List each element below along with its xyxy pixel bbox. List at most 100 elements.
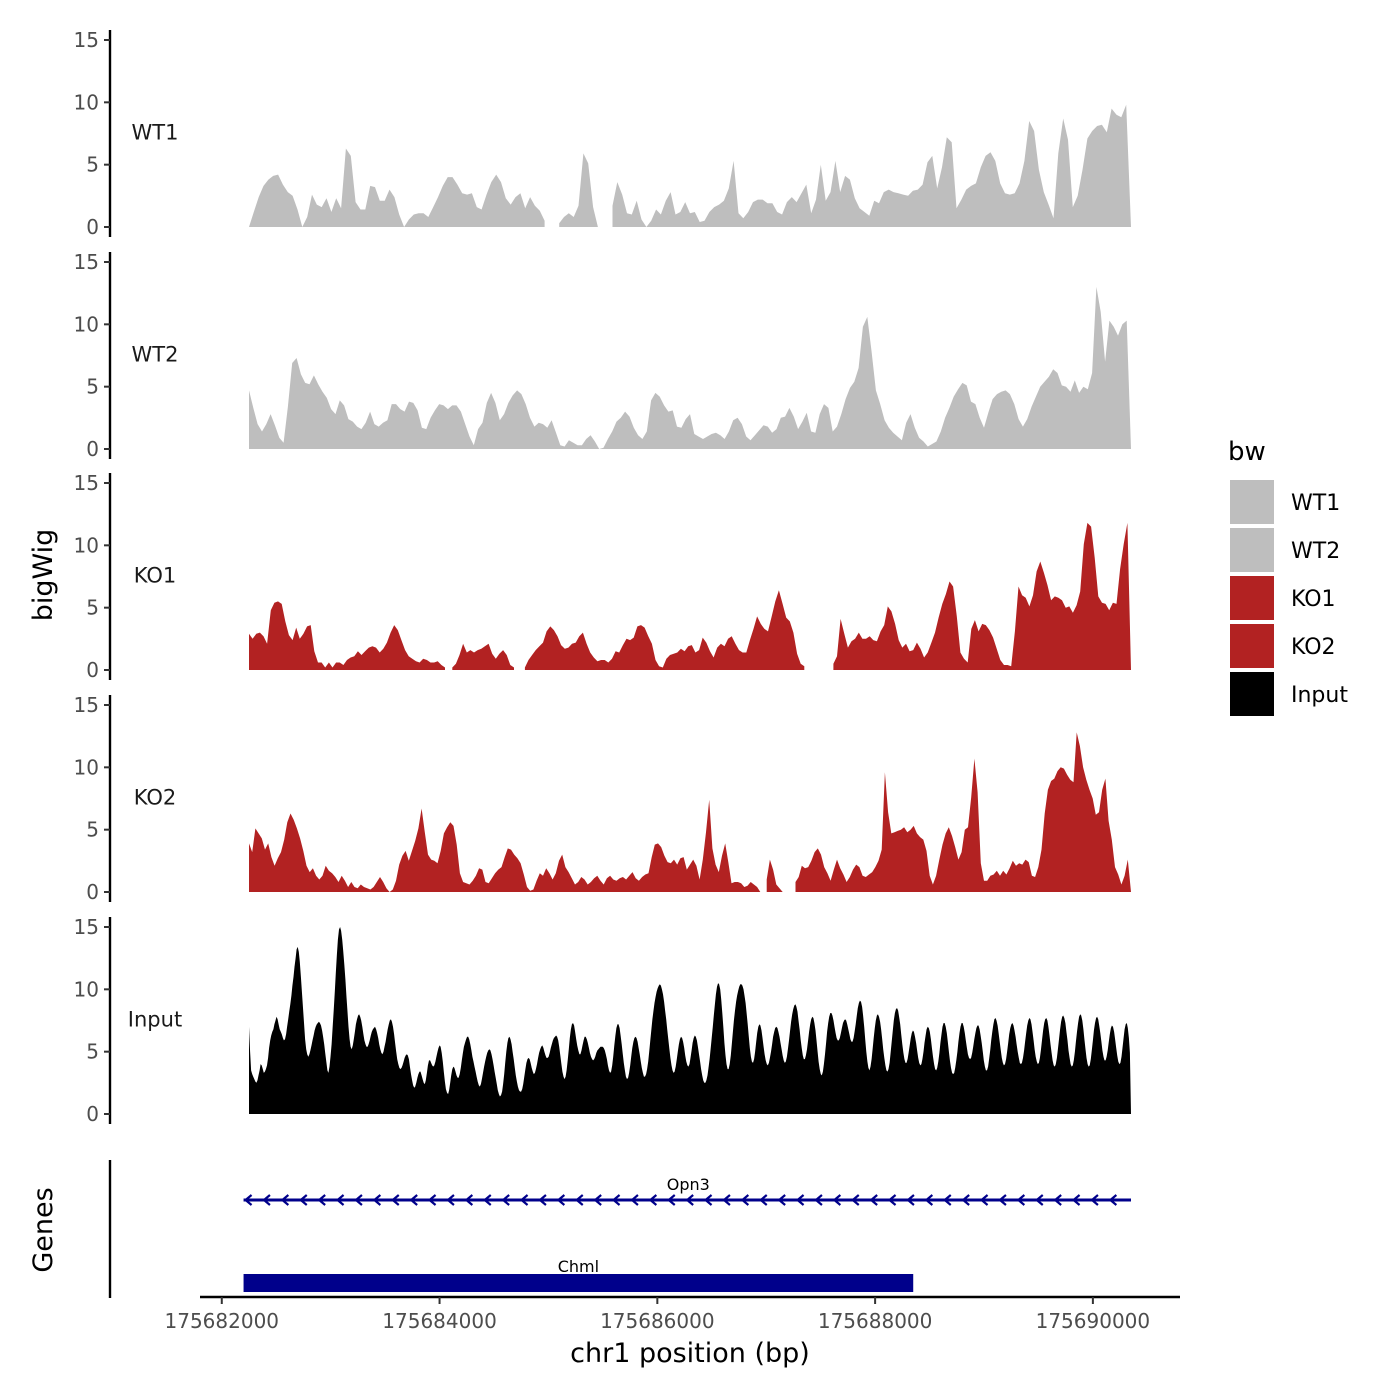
strand-arrow-icon — [593, 1194, 602, 1206]
strand-arrow-icon — [1016, 1194, 1026, 1206]
coverage-area — [249, 148, 545, 227]
track-label: WT2 — [132, 343, 179, 367]
strand-arrow-icon — [759, 1194, 768, 1206]
gene-track: Opn3 Chml — [108, 1160, 1131, 1298]
genes-axis-title: Genes — [28, 1187, 59, 1272]
strand-arrow-icon — [501, 1194, 510, 1206]
strand-arrow-icon — [243, 1194, 253, 1206]
strand-arrow-icon — [740, 1194, 750, 1206]
y-tick-label: 5 — [86, 1040, 99, 1064]
legend-label: Input — [1291, 683, 1348, 708]
track-WT1: 0 5 10 15 WT1 — [74, 28, 1131, 239]
x-axis: 175682000 175684000 175686000 175688000 1756… — [165, 1295, 1180, 1333]
strand-arrow-icon — [538, 1194, 547, 1206]
strand-arrow-icon — [372, 1194, 382, 1206]
y-tick-label: 0 — [86, 1102, 99, 1126]
strand-arrow-icon — [446, 1194, 455, 1206]
strand-arrow-icon — [1071, 1194, 1081, 1206]
strand-arrow-icon — [280, 1194, 290, 1206]
strand-arrow-icon — [262, 1194, 271, 1206]
y-tick-label: 0 — [86, 437, 99, 461]
gene-label: Chml — [558, 1257, 599, 1276]
y-tick-label: 15 — [74, 693, 99, 717]
coverage-area — [249, 799, 761, 892]
strand-arrow-icon — [722, 1194, 731, 1206]
x-tick-label: 175690000 — [1036, 1309, 1151, 1333]
gene-bar — [243, 1274, 914, 1292]
strand-arrow-icon — [299, 1194, 308, 1206]
x-tick-label: 175684000 — [382, 1309, 497, 1333]
legend-swatch — [1230, 528, 1274, 572]
y-tick-label: 5 — [86, 153, 99, 177]
strand-arrow-icon — [317, 1194, 326, 1206]
y-tick-label: 15 — [74, 471, 99, 495]
y-tick-label: 0 — [86, 215, 99, 239]
strand-arrow-icon — [887, 1194, 897, 1206]
strand-arrow-icon — [427, 1194, 437, 1206]
y-tick-label: 0 — [86, 658, 99, 682]
strand-arrow-icon — [777, 1194, 786, 1206]
coverage-area — [766, 859, 783, 892]
legend-label: WT2 — [1291, 539, 1340, 564]
strand-arrow-icon — [556, 1194, 566, 1206]
track-Input: 0 5 10 15 Input — [74, 915, 1131, 1126]
strand-arrow-icon — [1090, 1194, 1099, 1206]
strand-arrow-icon — [611, 1194, 621, 1206]
strand-arrow-icon — [869, 1194, 878, 1206]
strand-arrow-icon — [519, 1194, 529, 1206]
strand-arrow-icon — [667, 1194, 676, 1206]
y-tick-label: 5 — [86, 818, 99, 842]
coverage-area — [249, 601, 445, 670]
y-tick-label: 10 — [74, 977, 99, 1001]
coverage-tracks: 0 5 10 15 WT1 0 5 10 15 WT2 0 5 10 15 KO1 0 5 10 15 KO2 0 5 10… — [74, 28, 1131, 1126]
y-tick-label: 5 — [86, 596, 99, 620]
legend-swatch — [1230, 624, 1274, 668]
strand-arrow-icon — [1053, 1194, 1062, 1206]
x-tick-label: 175688000 — [818, 1309, 933, 1333]
gene-label: Opn3 — [667, 1175, 710, 1194]
strand-arrow-icon — [814, 1194, 823, 1206]
coverage-area — [559, 153, 598, 227]
y-tick-label: 10 — [74, 90, 99, 114]
y-tick-label: 10 — [74, 755, 99, 779]
legend-label: KO2 — [1291, 635, 1336, 660]
strand-arrow-icon — [998, 1194, 1007, 1206]
legend-label: WT1 — [1291, 491, 1340, 516]
coverage-area — [795, 732, 1131, 892]
x-axis-title: chr1 position (bp) — [570, 1338, 810, 1369]
track-KO2: 0 5 10 15 KO2 — [74, 693, 1131, 904]
legend: bw WT1 WT2 KO1 KO2 Input — [1228, 437, 1348, 716]
y-tick-label: 15 — [74, 250, 99, 274]
coverage-area — [612, 104, 1131, 227]
strand-arrow-icon — [1035, 1194, 1044, 1206]
y-tick-label: 15 — [74, 915, 99, 939]
strand-arrow-icon — [483, 1194, 492, 1206]
y-tick-label: 10 — [74, 312, 99, 336]
gene-opn3: Opn3 — [243, 1175, 1131, 1206]
y-tick-label: 10 — [74, 533, 99, 557]
strand-arrow-icon — [354, 1194, 363, 1206]
legend-title: bw — [1228, 437, 1266, 467]
strand-arrow-icon — [795, 1194, 805, 1206]
coverage-area — [249, 286, 1131, 449]
strand-arrow-icon — [575, 1194, 584, 1206]
coverage-area — [452, 643, 514, 670]
legend-swatch — [1230, 480, 1274, 524]
strand-arrow-icon — [832, 1194, 842, 1206]
track-label: KO2 — [134, 786, 177, 810]
y-tick-label: 0 — [86, 880, 99, 904]
track-label: Input — [128, 1008, 182, 1032]
legend-swatch — [1230, 672, 1274, 716]
track-label: KO1 — [134, 564, 177, 588]
legend-swatch — [1230, 576, 1274, 620]
strand-arrow-icon — [703, 1194, 713, 1206]
strand-arrow-icon — [685, 1194, 694, 1206]
legend-label: KO1 — [1291, 587, 1336, 612]
track-WT2: 0 5 10 15 WT2 — [74, 250, 1131, 461]
y-tick-label: 5 — [86, 375, 99, 399]
x-tick-label: 175682000 — [165, 1309, 280, 1333]
strand-arrow-icon — [924, 1194, 934, 1206]
coverage-area — [524, 590, 805, 670]
strand-arrow-icon — [648, 1194, 658, 1206]
strand-arrow-icon — [961, 1194, 970, 1206]
